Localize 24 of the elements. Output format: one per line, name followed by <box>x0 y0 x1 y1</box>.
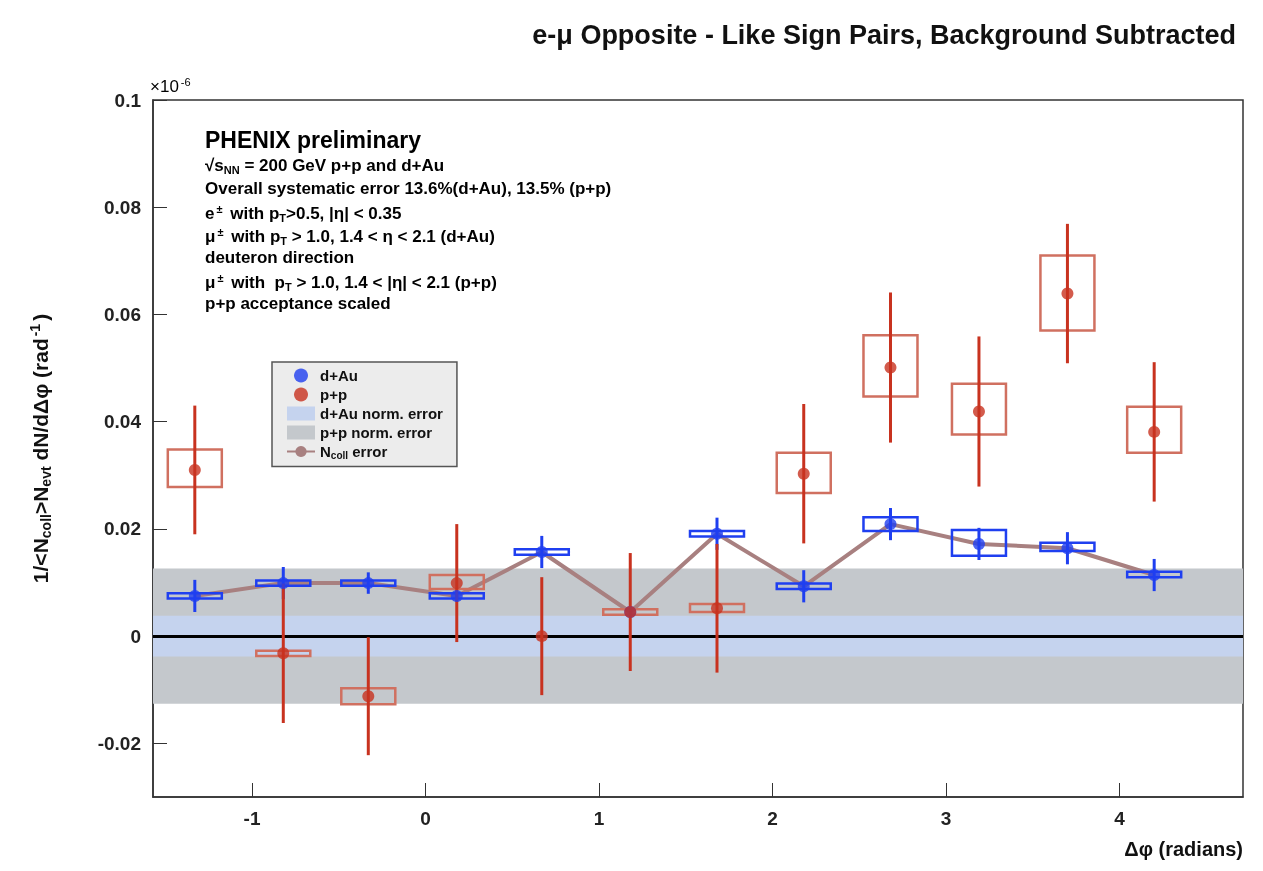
x-tick-label: 1 <box>593 808 605 829</box>
y-axis-title: 1/<Ncoll>Nevt dN/dΔφ (rad-1) <box>27 313 54 584</box>
annotation: p+p acceptance scaled <box>205 294 391 313</box>
x-axis-title: Δφ (radians) <box>1124 838 1243 860</box>
x-tick-label: -1 <box>243 808 261 829</box>
annotation: PHENIX preliminary <box>205 126 422 153</box>
y-tick-label: 0 <box>130 625 141 647</box>
x-tick-label: 4 <box>1114 808 1126 829</box>
chart-title: e-μ Opposite - Like Sign Pairs, Background Subtracted <box>532 19 1237 50</box>
y-tick-label: 0.04 <box>104 411 142 433</box>
y-tick-label: 0.08 <box>104 196 141 218</box>
legend-label: p+p <box>320 386 348 403</box>
y-tick-label: 0.02 <box>104 518 141 540</box>
x-tick-label: 0 <box>420 808 431 829</box>
legend-label: d+Au norm. error <box>320 405 444 422</box>
annotation: deuteron direction <box>205 248 355 267</box>
x-tick-label: 2 <box>767 808 778 829</box>
y-tick-label: -0.02 <box>97 732 141 754</box>
legend-label: p+p norm. error <box>320 424 433 441</box>
x-tick-label: 3 <box>940 808 952 829</box>
annotation: Overall systematic error 13.6%(d+Au), 13.5% (p+p) <box>205 179 612 198</box>
legend-label: d+Au <box>320 367 358 384</box>
y-tick-label: 0.1 <box>114 89 142 111</box>
y-tick-label: 0.06 <box>104 303 141 325</box>
